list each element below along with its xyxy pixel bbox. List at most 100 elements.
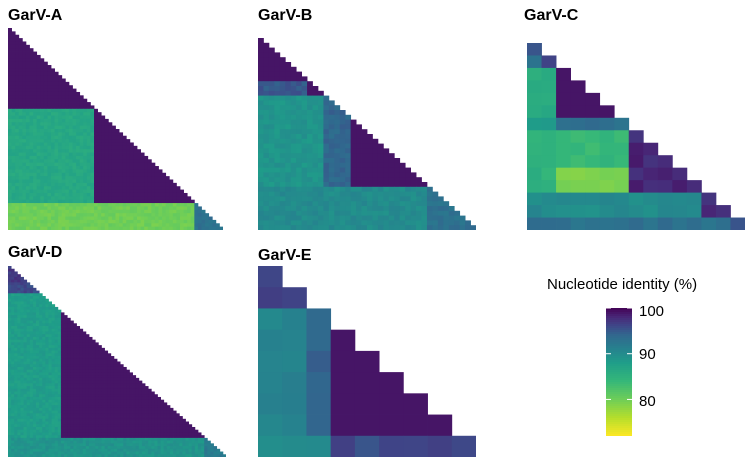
garv-d-cell [32, 435, 37, 439]
garv-b-cell [268, 124, 275, 130]
garv-a-cell [33, 162, 38, 167]
garv-d-cell [157, 432, 161, 436]
garv-d-cell [92, 421, 96, 425]
garv-d-cell [23, 435, 28, 439]
garv-a-cell [115, 189, 120, 194]
garv-a-cell [11, 176, 16, 180]
garv-a-cell [208, 216, 213, 221]
garv-a-cell [22, 172, 27, 177]
garv-d-cell [79, 424, 84, 428]
garv-a-cell [158, 192, 163, 197]
garv-a-cell [58, 105, 63, 110]
garv-d-cell [11, 347, 15, 351]
garv-a-cell [54, 155, 59, 160]
garv-d-cell [82, 429, 87, 433]
garv-d-cell [45, 416, 49, 420]
garv-d-cell [85, 347, 90, 351]
garv-d-cell [73, 358, 77, 362]
garv-b-cell [317, 138, 324, 144]
garv-b-cell [296, 191, 302, 197]
garv-a-cell [86, 108, 91, 113]
garv-b-cell [339, 220, 346, 226]
garv-a-cell [22, 213, 27, 217]
garv-d-cell [129, 402, 133, 406]
garv-d-cell [51, 380, 56, 384]
garv-d-cell [117, 435, 121, 439]
garv-a-cell [72, 122, 77, 127]
garv-d-cell [169, 418, 174, 422]
garv-d-cell [92, 356, 96, 360]
garv-d-cell [154, 410, 158, 414]
garv-a-cell [36, 54, 41, 59]
garv-d-cell [8, 353, 12, 357]
garv-a-cell [47, 78, 52, 83]
garv-d-cell [82, 388, 87, 392]
garv-a-cell [94, 152, 98, 157]
garv-a-cell [111, 162, 116, 167]
garv-d-cell [126, 380, 130, 384]
garv-d-cell [101, 380, 105, 384]
garv-a-cell [8, 31, 12, 36]
garv-b-cell [383, 177, 390, 183]
garv-a-cell [79, 149, 84, 153]
garv-a-cell [104, 213, 109, 217]
garv-b-cell [372, 225, 379, 230]
garv-d-cell [98, 356, 102, 360]
garv-a-cell [65, 196, 70, 201]
garv-a-cell [111, 132, 116, 137]
garv-b-cell [345, 162, 352, 168]
garv-a-cell [51, 203, 55, 207]
garv-d-cell [145, 440, 149, 444]
garv-d-cell [113, 372, 118, 376]
garv-d-cell [64, 421, 68, 425]
garv-d-cell [8, 271, 12, 275]
garv-b-cell [399, 182, 406, 188]
garv-a-cell [144, 206, 149, 211]
garv-b-cell [317, 177, 324, 183]
garv-d-cell [135, 388, 140, 392]
garv-a-cell [129, 186, 134, 190]
garv-b-cell [263, 129, 270, 135]
garv-d-cell [32, 366, 37, 371]
garv-b-cell [345, 210, 352, 216]
garv-a-cell [79, 219, 84, 224]
garv-a-cell [15, 145, 20, 150]
garv-d-cell [17, 356, 21, 360]
garv-d-cell [23, 298, 28, 302]
garv-d-cell [70, 383, 74, 387]
garv-a-cell [101, 206, 106, 211]
garv-d-cell [104, 435, 109, 439]
garv-d-cell [173, 410, 177, 414]
garv-b-cell [274, 206, 281, 212]
garv-d-cell [98, 440, 102, 444]
garv-b-cell [258, 100, 264, 106]
garv-a-cell [101, 122, 106, 127]
garv-a-cell [162, 209, 167, 214]
garv-a-cell [15, 118, 20, 123]
garv-a-cell [169, 196, 174, 201]
garv-a-cell [162, 203, 167, 207]
garv-b-cell [356, 158, 362, 164]
garv-b-cell [258, 153, 264, 159]
garv-a-cell [133, 213, 138, 217]
garv-a-cell [33, 65, 38, 69]
garv-d-cell [92, 394, 96, 398]
garv-d-cell [32, 369, 37, 373]
garv-a-cell [86, 166, 91, 170]
garv-d-cell [82, 377, 87, 381]
garv-a-cell [83, 189, 88, 194]
garv-a-cell [61, 189, 66, 194]
garv-a-cell [94, 179, 98, 184]
garv-b-cell [312, 114, 319, 120]
garv-b-cell [258, 71, 264, 77]
garv-d-cell [23, 331, 28, 335]
garv-a-cell [47, 108, 52, 113]
garv-a-cell [162, 176, 167, 180]
garv-d-cell [42, 361, 46, 365]
garv-d-cell [85, 426, 90, 431]
garv-a-cell [61, 88, 66, 93]
garv-a-cell [29, 129, 34, 133]
garv-d-cell [104, 380, 109, 384]
garv-d-cell [145, 402, 149, 406]
garv-d-cell [45, 424, 49, 428]
